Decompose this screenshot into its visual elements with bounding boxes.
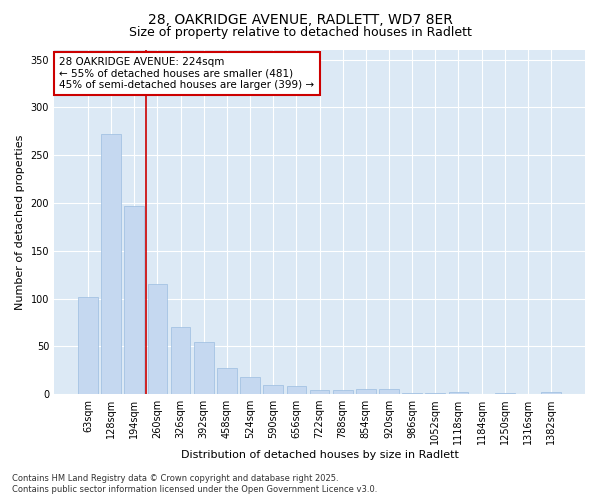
Text: 28 OAKRIDGE AVENUE: 224sqm
← 55% of detached houses are smaller (481)
45% of sem: 28 OAKRIDGE AVENUE: 224sqm ← 55% of deta…	[59, 57, 314, 90]
Bar	[217, 368, 237, 394]
Bar	[379, 390, 399, 394]
Bar	[333, 390, 353, 394]
Bar	[495, 393, 515, 394]
Bar	[287, 386, 306, 394]
Bar	[78, 296, 98, 394]
Bar	[194, 342, 214, 394]
Text: 28, OAKRIDGE AVENUE, RADLETT, WD7 8ER: 28, OAKRIDGE AVENUE, RADLETT, WD7 8ER	[148, 12, 452, 26]
Bar	[425, 393, 445, 394]
Text: Size of property relative to detached houses in Radlett: Size of property relative to detached ho…	[128, 26, 472, 39]
Bar	[263, 384, 283, 394]
Bar	[356, 390, 376, 394]
Bar	[240, 377, 260, 394]
Bar	[541, 392, 561, 394]
Bar	[310, 390, 329, 394]
Y-axis label: Number of detached properties: Number of detached properties	[15, 134, 25, 310]
Bar	[148, 284, 167, 394]
Text: Contains HM Land Registry data © Crown copyright and database right 2025.
Contai: Contains HM Land Registry data © Crown c…	[12, 474, 377, 494]
X-axis label: Distribution of detached houses by size in Radlett: Distribution of detached houses by size …	[181, 450, 458, 460]
Bar	[449, 392, 468, 394]
Bar	[402, 393, 422, 394]
Bar	[171, 327, 190, 394]
Bar	[124, 206, 144, 394]
Bar	[101, 134, 121, 394]
